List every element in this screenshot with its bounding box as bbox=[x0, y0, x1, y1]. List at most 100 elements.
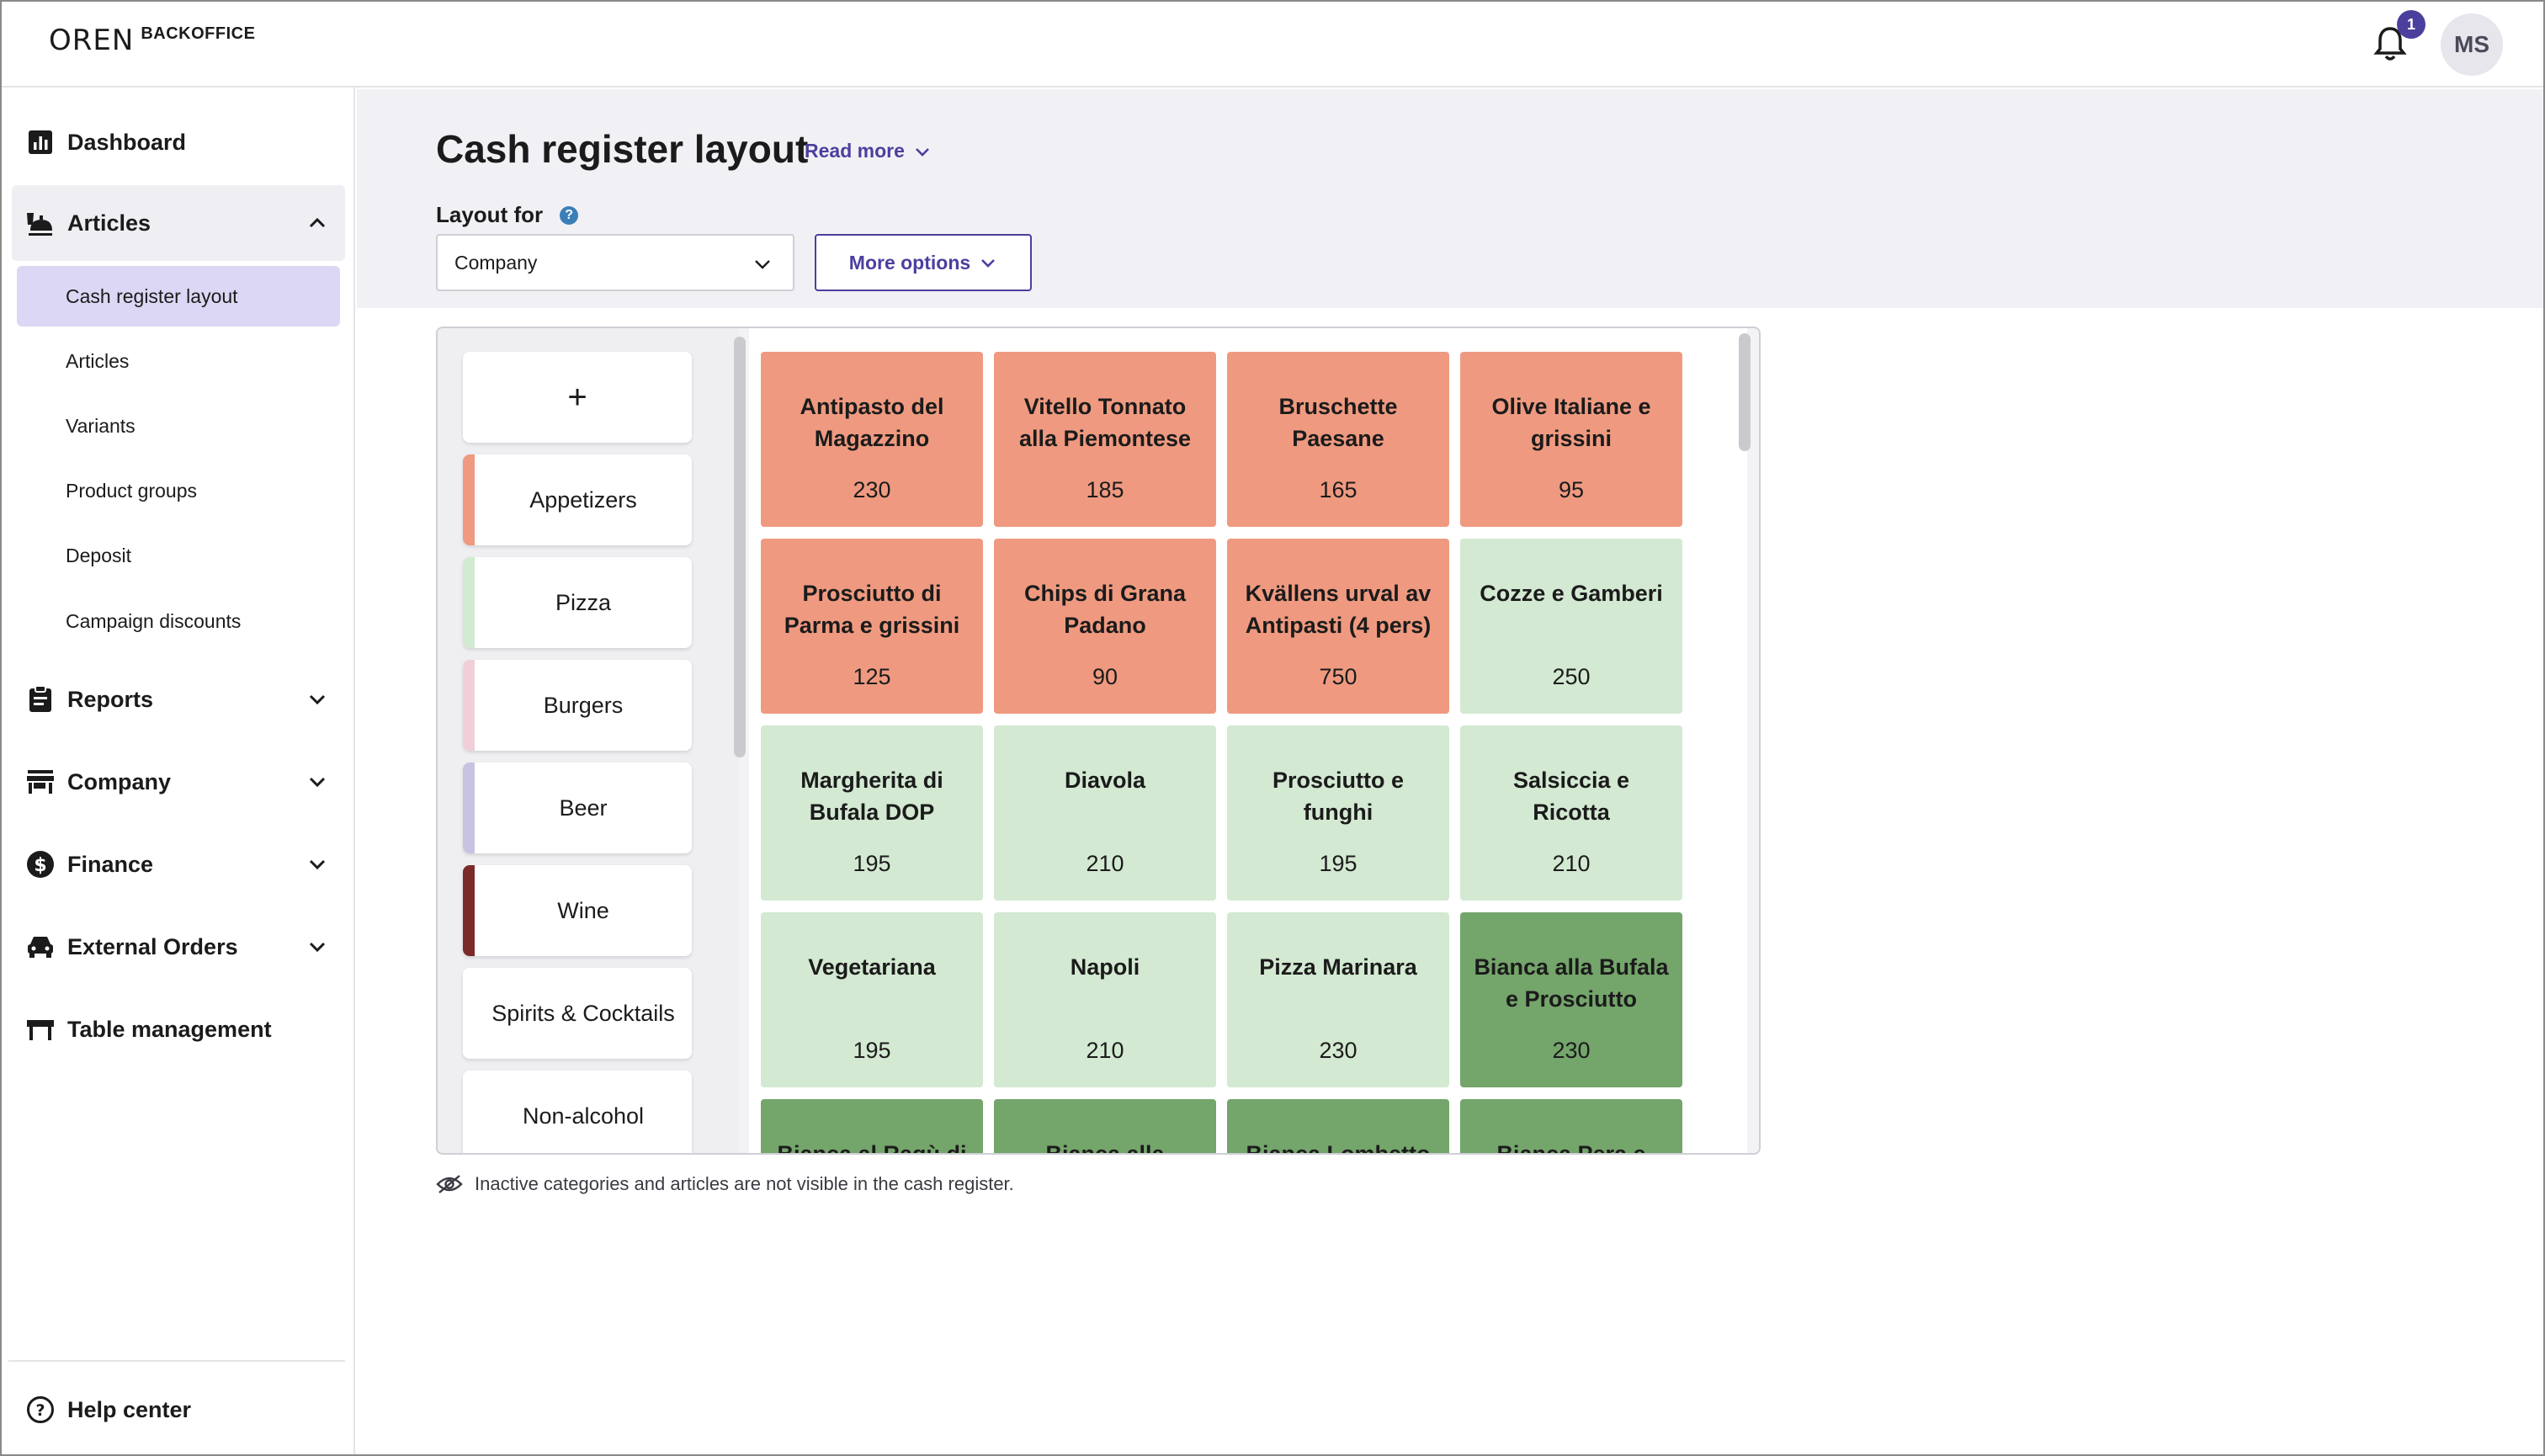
sidebar-item-company[interactable]: Company bbox=[12, 744, 345, 820]
category-color-stripe bbox=[463, 865, 475, 956]
article-price: 750 bbox=[1319, 664, 1358, 689]
app-logo[interactable]: OREN BACKOFFICE bbox=[49, 24, 255, 57]
info-icon[interactable]: ? bbox=[560, 205, 579, 225]
article-tile[interactable]: Bianca alla Bufala e Prosciutto 230 bbox=[1460, 912, 1682, 1087]
category-spirits-cocktails[interactable]: Spirits & Cocktails bbox=[463, 968, 692, 1059]
article-price: 195 bbox=[1319, 851, 1358, 876]
article-price: 125 bbox=[853, 664, 891, 689]
chevron-down-icon bbox=[981, 259, 996, 268]
logo-mark: OREN bbox=[49, 24, 135, 57]
article-price: 210 bbox=[1086, 851, 1124, 876]
article-tile[interactable]: Bianca Lombetto bbox=[1227, 1099, 1449, 1153]
article-name: Cozze e Gamberi bbox=[1480, 581, 1663, 606]
sidebar-item-external-orders[interactable]: External Orders bbox=[12, 909, 345, 985]
article-price: 95 bbox=[1558, 477, 1585, 502]
category-burgers[interactable]: Burgers bbox=[463, 660, 692, 751]
article-name: Prosciutto e funghi bbox=[1272, 768, 1405, 825]
article-price: 195 bbox=[853, 851, 891, 876]
article-tile[interactable]: Antipasto del Magazzino 230 bbox=[761, 352, 983, 527]
chevron-up-icon bbox=[309, 217, 326, 228]
article-name: Kvällens urval av Antipasti (4 pers) bbox=[1245, 581, 1432, 638]
article-tile[interactable]: Bianca alla bbox=[994, 1099, 1216, 1153]
article-tile[interactable]: Cozze e Gamberi 250 bbox=[1460, 539, 1682, 714]
article-price: 195 bbox=[853, 1038, 891, 1063]
inactive-note: Inactive categories and articles are not… bbox=[436, 1173, 1014, 1195]
read-more-link[interactable]: Read more bbox=[805, 140, 932, 162]
article-tile[interactable]: Pizza Marinara 230 bbox=[1227, 912, 1449, 1087]
article-tile[interactable]: Bianca Pera e bbox=[1460, 1099, 1682, 1155]
article-name: Antipasto del Magazzino bbox=[800, 394, 944, 451]
help-circle-icon: ? bbox=[25, 1395, 56, 1425]
sidebar-item-articles[interactable]: Articles bbox=[12, 185, 345, 261]
plus-icon: + bbox=[567, 378, 587, 416]
clipboard-icon bbox=[25, 684, 56, 715]
store-icon bbox=[25, 767, 56, 797]
category-color-stripe bbox=[463, 557, 475, 648]
car-icon bbox=[25, 932, 56, 962]
article-tile[interactable]: Vitello Tonnato alla Piemontese 185 bbox=[994, 352, 1216, 527]
article-price: 90 bbox=[1092, 664, 1118, 689]
sidebar-item-finance[interactable]: $ Finance bbox=[12, 826, 345, 902]
dollar-icon: $ bbox=[25, 849, 56, 879]
sidebar-item-reports[interactable]: Reports bbox=[12, 662, 345, 737]
sidebar-item-variants[interactable]: Variants bbox=[66, 414, 135, 437]
article-tile[interactable]: Salsiccia e Ricotta 210 bbox=[1460, 725, 1682, 901]
sidebar-item-deposit[interactable]: Deposit bbox=[66, 544, 131, 566]
article-tile[interactable]: Bianca al Ragù di bbox=[761, 1099, 983, 1153]
article-grid-scrollbar[interactable] bbox=[1739, 333, 1751, 451]
layout-for-value: Company bbox=[454, 251, 538, 274]
sidebar: Dashboard Articles Cash register layout … bbox=[2, 88, 355, 1454]
layout-for-select[interactable]: Company bbox=[436, 234, 794, 291]
category-label: Beer bbox=[559, 794, 608, 821]
top-bar: OREN BACKOFFICE 1 MS bbox=[2, 2, 2543, 88]
sidebar-item-label: Table management bbox=[67, 1016, 272, 1042]
article-name: Chips di Grana Padano bbox=[1023, 581, 1187, 638]
article-name: Bianca Pera e bbox=[1496, 1141, 1646, 1155]
article-price: 185 bbox=[1086, 477, 1124, 502]
article-grid: Antipasto del Magazzino 230 Vitello Tonnat… bbox=[749, 328, 1747, 1153]
sidebar-item-label: External Orders bbox=[67, 933, 238, 959]
chevron-down-icon bbox=[915, 147, 929, 157]
sidebar-item-product-groups[interactable]: Product groups bbox=[66, 479, 197, 502]
read-more-label: Read more bbox=[805, 140, 905, 162]
category-beer[interactable]: Beer bbox=[463, 763, 692, 853]
category-color-stripe bbox=[463, 454, 475, 545]
article-price: 230 bbox=[853, 477, 891, 502]
sidebar-item-articles-list[interactable]: Articles bbox=[66, 349, 130, 372]
category-pizza[interactable]: Pizza bbox=[463, 557, 692, 648]
category-color-stripe bbox=[463, 660, 475, 751]
category-appetizers[interactable]: Appetizers bbox=[463, 454, 692, 545]
article-tile[interactable]: Margherita di Bufala DOP 195 bbox=[761, 725, 983, 901]
article-tile[interactable]: Kvällens urval av Antipasti (4 pers) 750 bbox=[1227, 539, 1449, 714]
article-name: Margherita di Bufala DOP bbox=[800, 768, 943, 825]
article-tile[interactable]: Vegetariana 195 bbox=[761, 912, 983, 1087]
category-wine[interactable]: Wine bbox=[463, 865, 692, 956]
sidebar-item-help-center[interactable]: ? Help center bbox=[12, 1372, 345, 1448]
article-tile[interactable]: Napoli 210 bbox=[994, 912, 1216, 1087]
sidebar-item-campaign-discounts[interactable]: Campaign discounts bbox=[66, 609, 242, 632]
layout-for-label: Layout for ? bbox=[436, 202, 579, 228]
article-tile[interactable]: Prosciutto di Parma e grissini 125 bbox=[761, 539, 983, 714]
article-tile[interactable]: Prosciutto e funghi 195 bbox=[1227, 725, 1449, 901]
chart-icon bbox=[25, 127, 56, 157]
category-non-alcohol[interactable]: Non-alcohol bbox=[463, 1071, 692, 1153]
svg-text:?: ? bbox=[35, 1401, 45, 1420]
sidebar-item-dashboard[interactable]: Dashboard bbox=[12, 104, 345, 180]
eye-off-icon bbox=[436, 1175, 463, 1193]
sidebar-item-cash-register-layout[interactable]: Cash register layout bbox=[17, 266, 340, 327]
more-options-button[interactable]: More options bbox=[815, 234, 1032, 291]
article-tile[interactable]: Bruschette Paesane 165 bbox=[1227, 352, 1449, 527]
article-price: 210 bbox=[1552, 851, 1591, 876]
bell-icon[interactable] bbox=[2373, 25, 2407, 62]
article-tile[interactable]: Chips di Grana Padano 90 bbox=[994, 539, 1216, 714]
category-scrollbar[interactable] bbox=[734, 337, 746, 757]
article-name: Napoli bbox=[1070, 954, 1140, 980]
article-tile[interactable]: Diavola 210 bbox=[994, 725, 1216, 901]
add-category-button[interactable]: + bbox=[463, 352, 692, 443]
avatar[interactable]: MS bbox=[2441, 13, 2503, 76]
article-tile[interactable]: Olive Italiane e grissini 95 bbox=[1460, 352, 1682, 527]
sidebar-item-label: Reports bbox=[67, 686, 154, 712]
category-label: Non-alcohol bbox=[522, 1103, 645, 1129]
sidebar-item-table-management[interactable]: Table management bbox=[12, 991, 345, 1067]
sidebar-item-label: Articles bbox=[67, 210, 151, 236]
